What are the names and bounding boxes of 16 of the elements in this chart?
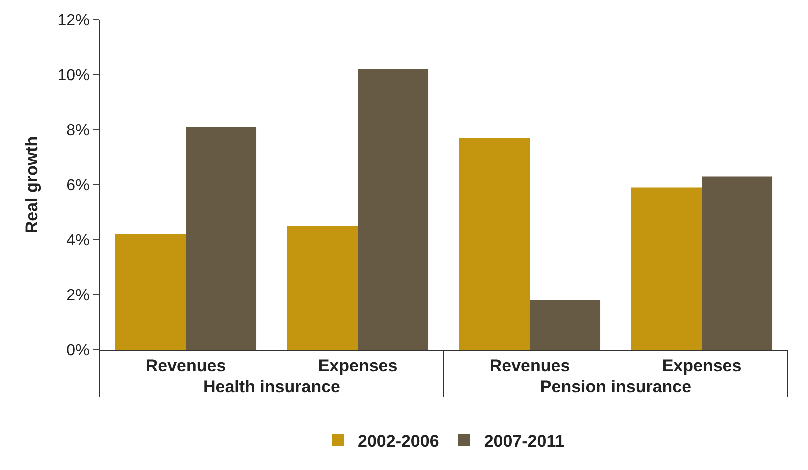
x-tick-label: Revenues: [490, 356, 570, 376]
y-tick-label: 8%: [66, 122, 90, 140]
legend-label: 2007-2011: [484, 432, 565, 451]
legend-label: 2002-2006: [358, 432, 440, 451]
y-tick-label: 12%: [58, 12, 90, 30]
y-tick-label: 10%: [58, 68, 90, 85]
y-tick-label: 2%: [66, 288, 90, 305]
x-tick-label: Expenses: [662, 356, 742, 376]
y-tick-label: 6%: [66, 178, 90, 195]
text: Pension insurance: [540, 377, 692, 396]
y-tick-label: 0%: [66, 342, 90, 360]
text: Health insurance: [204, 377, 340, 396]
x-tick-label: Revenues: [146, 356, 226, 376]
y-tick-label: 4%: [66, 232, 90, 250]
x-tick-label: Expenses: [318, 356, 398, 376]
y-axis-title: Real growth: [22, 136, 42, 234]
